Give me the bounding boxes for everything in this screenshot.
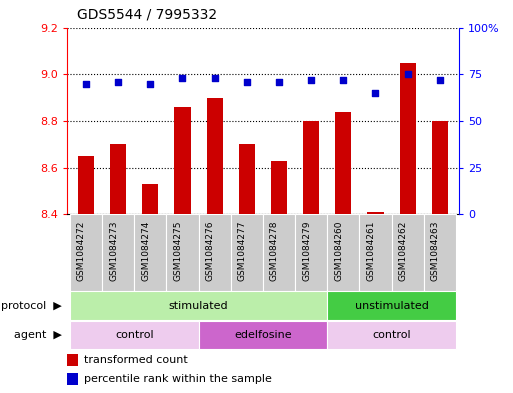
Point <box>179 75 187 81</box>
Bar <box>142 184 159 214</box>
Bar <box>400 62 416 214</box>
Bar <box>166 214 199 291</box>
Bar <box>207 97 223 214</box>
Text: GSM1084279: GSM1084279 <box>302 220 311 281</box>
Bar <box>70 292 327 320</box>
Bar <box>102 214 134 291</box>
Point <box>436 77 444 83</box>
Text: control: control <box>115 330 153 340</box>
Bar <box>78 156 94 214</box>
Bar <box>239 144 255 214</box>
Bar <box>67 354 78 366</box>
Bar <box>263 214 295 291</box>
Bar <box>327 214 360 291</box>
Text: GSM1084273: GSM1084273 <box>109 220 118 281</box>
Bar <box>199 214 231 291</box>
Bar <box>174 107 190 214</box>
Text: percentile rank within the sample: percentile rank within the sample <box>84 374 272 384</box>
Text: stimulated: stimulated <box>169 301 228 310</box>
Bar <box>70 321 199 349</box>
Text: unstimulated: unstimulated <box>354 301 428 310</box>
Text: GSM1084272: GSM1084272 <box>77 220 86 281</box>
Point <box>307 77 315 83</box>
Bar <box>295 214 327 291</box>
Bar <box>199 321 327 349</box>
Point <box>114 79 122 85</box>
Point <box>371 90 380 96</box>
Point <box>210 75 219 81</box>
Text: edelfosine: edelfosine <box>234 330 292 340</box>
Bar <box>70 214 102 291</box>
Point <box>146 81 154 87</box>
Text: GSM1084276: GSM1084276 <box>206 220 214 281</box>
Text: protocol  ▶: protocol ▶ <box>1 301 62 310</box>
Text: GSM1084263: GSM1084263 <box>431 220 440 281</box>
Bar <box>360 214 391 291</box>
Text: GSM1084275: GSM1084275 <box>173 220 183 281</box>
Bar <box>134 214 166 291</box>
Text: GSM1084278: GSM1084278 <box>270 220 279 281</box>
Point <box>275 79 283 85</box>
Bar <box>336 112 351 214</box>
Bar <box>110 144 126 214</box>
Text: control: control <box>372 330 411 340</box>
Bar <box>231 214 263 291</box>
Point <box>404 71 412 77</box>
Text: GSM1084277: GSM1084277 <box>238 220 247 281</box>
Bar <box>271 160 287 214</box>
Bar <box>67 373 78 385</box>
Text: GSM1084274: GSM1084274 <box>141 220 150 281</box>
Text: GSM1084262: GSM1084262 <box>399 220 408 281</box>
Point <box>243 79 251 85</box>
Text: GDS5544 / 7995332: GDS5544 / 7995332 <box>77 7 217 22</box>
Bar <box>327 321 456 349</box>
Bar <box>367 212 384 214</box>
Bar <box>424 214 456 291</box>
Text: agent  ▶: agent ▶ <box>14 330 62 340</box>
Bar <box>327 292 456 320</box>
Point <box>339 77 347 83</box>
Text: GSM1084261: GSM1084261 <box>366 220 376 281</box>
Bar <box>391 214 424 291</box>
Bar <box>432 121 448 214</box>
Point <box>82 81 90 87</box>
Text: transformed count: transformed count <box>84 355 188 365</box>
Text: GSM1084260: GSM1084260 <box>334 220 343 281</box>
Bar <box>303 121 319 214</box>
